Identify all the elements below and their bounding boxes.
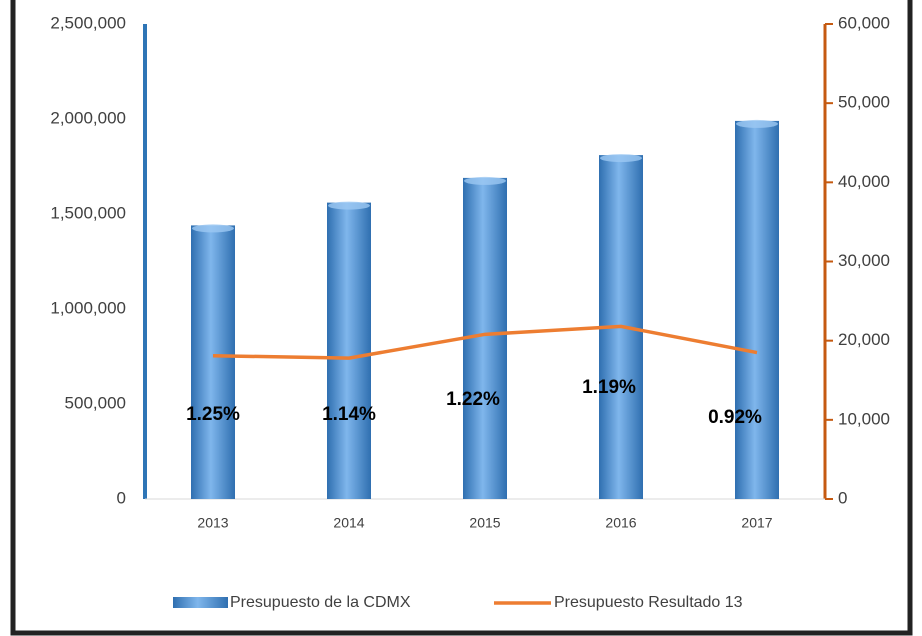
annotation: 1.19% xyxy=(582,377,636,398)
bar xyxy=(735,120,779,500)
x-tick-label: 2014 xyxy=(333,515,364,531)
y2-tick-label: 0 xyxy=(838,488,847,507)
y2-tick-label: 10,000 xyxy=(838,409,890,428)
x-tick-label: 2016 xyxy=(605,515,636,531)
legend-label: Presupuesto de la CDMX xyxy=(230,594,411,611)
y-tick-label: 2,500,000 xyxy=(50,13,126,32)
legend-label: Presupuesto Resultado 13 xyxy=(554,594,743,611)
bar-top xyxy=(328,201,370,210)
y-tick-label: 1,500,000 xyxy=(50,203,126,222)
y-tick-label: 1,000,000 xyxy=(50,298,126,317)
y2-tick-label: 20,000 xyxy=(838,330,890,349)
bar xyxy=(191,225,235,499)
bar xyxy=(327,202,371,499)
x-tick-label: 2017 xyxy=(741,515,772,531)
x-tick-label: 2015 xyxy=(469,515,500,531)
bar-top xyxy=(192,224,234,233)
bar-top xyxy=(600,154,642,163)
annotation: 0.92% xyxy=(708,407,762,428)
bar-top xyxy=(464,176,506,185)
y2-tick-label: 30,000 xyxy=(838,251,890,270)
y-tick-label: 2,000,000 xyxy=(50,108,126,127)
annotation: 1.14% xyxy=(322,404,376,425)
y2-tick-label: 40,000 xyxy=(838,172,890,191)
bar-top xyxy=(736,119,778,128)
line xyxy=(212,324,758,360)
y2-tick-label: 50,000 xyxy=(838,93,890,112)
x-tick-label: 2013 xyxy=(197,515,228,531)
annotation: 1.22% xyxy=(446,389,500,410)
frame xyxy=(10,0,913,636)
y-tick-label: 0 xyxy=(117,488,126,507)
y-tick-label: 500,000 xyxy=(65,393,126,412)
y2-tick-label: 60,000 xyxy=(838,13,890,32)
legend-bar-swatch xyxy=(173,597,228,608)
annotation: 1.25% xyxy=(186,404,240,425)
